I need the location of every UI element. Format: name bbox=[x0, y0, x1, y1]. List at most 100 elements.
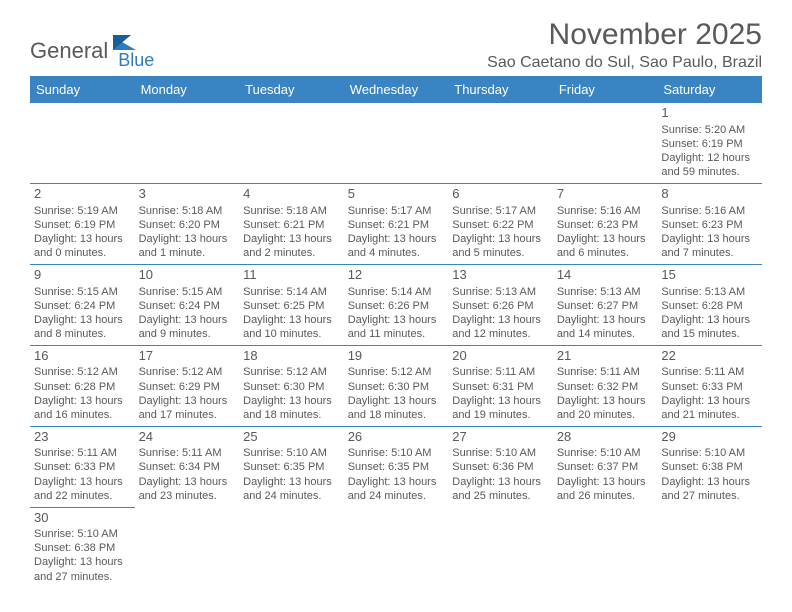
calendar-cell: 29Sunrise: 5:10 AMSunset: 6:38 PMDayligh… bbox=[657, 426, 762, 507]
calendar-cell: 28Sunrise: 5:10 AMSunset: 6:37 PMDayligh… bbox=[553, 426, 658, 507]
calendar-cell: 25Sunrise: 5:10 AMSunset: 6:35 PMDayligh… bbox=[239, 426, 344, 507]
day-number: 13 bbox=[452, 267, 549, 284]
daylight-text: and 25 minutes. bbox=[452, 489, 549, 503]
sunset-text: Sunset: 6:19 PM bbox=[661, 137, 758, 151]
daylight-text: and 0 minutes. bbox=[34, 246, 131, 260]
calendar-row: 23Sunrise: 5:11 AMSunset: 6:33 PMDayligh… bbox=[30, 426, 762, 507]
calendar-row: 2Sunrise: 5:19 AMSunset: 6:19 PMDaylight… bbox=[30, 183, 762, 264]
calendar-cell: 4Sunrise: 5:18 AMSunset: 6:21 PMDaylight… bbox=[239, 183, 344, 264]
location-text: Sao Caetano do Sul, Sao Paulo, Brazil bbox=[487, 54, 762, 72]
calendar-cell: 5Sunrise: 5:17 AMSunset: 6:21 PMDaylight… bbox=[344, 183, 449, 264]
sunrise-text: Sunrise: 5:15 AM bbox=[139, 285, 236, 299]
calendar-cell bbox=[553, 103, 658, 183]
daylight-text: and 8 minutes. bbox=[34, 327, 131, 341]
daylight-text: and 4 minutes. bbox=[348, 246, 445, 260]
day-header: Thursday bbox=[448, 76, 553, 103]
title-block: November 2025 Sao Caetano do Sul, Sao Pa… bbox=[487, 18, 762, 72]
sunrise-text: Sunrise: 5:13 AM bbox=[661, 285, 758, 299]
calendar-cell: 16Sunrise: 5:12 AMSunset: 6:28 PMDayligh… bbox=[30, 345, 135, 426]
daylight-text: and 7 minutes. bbox=[661, 246, 758, 260]
daylight-text: Daylight: 13 hours bbox=[139, 475, 236, 489]
sunset-text: Sunset: 6:22 PM bbox=[452, 218, 549, 232]
calendar-cell: 9Sunrise: 5:15 AMSunset: 6:24 PMDaylight… bbox=[30, 264, 135, 345]
sunset-text: Sunset: 6:27 PM bbox=[557, 299, 654, 313]
sunrise-text: Sunrise: 5:10 AM bbox=[661, 446, 758, 460]
sunrise-text: Sunrise: 5:12 AM bbox=[243, 365, 340, 379]
day-header: Tuesday bbox=[239, 76, 344, 103]
calendar-cell: 10Sunrise: 5:15 AMSunset: 6:24 PMDayligh… bbox=[135, 264, 240, 345]
daylight-text: and 19 minutes. bbox=[452, 408, 549, 422]
sunset-text: Sunset: 6:19 PM bbox=[34, 218, 131, 232]
daylight-text: Daylight: 13 hours bbox=[139, 232, 236, 246]
daylight-text: and 20 minutes. bbox=[557, 408, 654, 422]
daylight-text: Daylight: 13 hours bbox=[452, 313, 549, 327]
sunset-text: Sunset: 6:35 PM bbox=[243, 460, 340, 474]
day-number: 15 bbox=[661, 267, 758, 284]
calendar-cell bbox=[30, 103, 135, 183]
logo-text-general: General bbox=[30, 38, 108, 64]
day-header: Wednesday bbox=[344, 76, 449, 103]
day-number: 7 bbox=[557, 186, 654, 203]
day-number: 11 bbox=[243, 267, 340, 284]
calendar-cell: 7Sunrise: 5:16 AMSunset: 6:23 PMDaylight… bbox=[553, 183, 658, 264]
daylight-text: Daylight: 13 hours bbox=[557, 394, 654, 408]
day-header: Saturday bbox=[657, 76, 762, 103]
calendar-cell: 3Sunrise: 5:18 AMSunset: 6:20 PMDaylight… bbox=[135, 183, 240, 264]
calendar-cell bbox=[239, 507, 344, 587]
page-title: November 2025 bbox=[487, 18, 762, 52]
calendar-cell: 22Sunrise: 5:11 AMSunset: 6:33 PMDayligh… bbox=[657, 345, 762, 426]
sunrise-text: Sunrise: 5:11 AM bbox=[34, 446, 131, 460]
calendar-row: 9Sunrise: 5:15 AMSunset: 6:24 PMDaylight… bbox=[30, 264, 762, 345]
calendar-body: 1Sunrise: 5:20 AMSunset: 6:19 PMDaylight… bbox=[30, 103, 762, 588]
calendar-cell: 11Sunrise: 5:14 AMSunset: 6:25 PMDayligh… bbox=[239, 264, 344, 345]
daylight-text: and 59 minutes. bbox=[661, 165, 758, 179]
daylight-text: and 27 minutes. bbox=[661, 489, 758, 503]
calendar-table: SundayMondayTuesdayWednesdayThursdayFrid… bbox=[30, 76, 762, 588]
daylight-text: Daylight: 13 hours bbox=[34, 394, 131, 408]
daylight-text: and 18 minutes. bbox=[243, 408, 340, 422]
sunset-text: Sunset: 6:25 PM bbox=[243, 299, 340, 313]
calendar-cell: 23Sunrise: 5:11 AMSunset: 6:33 PMDayligh… bbox=[30, 426, 135, 507]
calendar-cell bbox=[344, 103, 449, 183]
sunset-text: Sunset: 6:23 PM bbox=[557, 218, 654, 232]
sunrise-text: Sunrise: 5:18 AM bbox=[139, 204, 236, 218]
daylight-text: and 15 minutes. bbox=[661, 327, 758, 341]
sunrise-text: Sunrise: 5:11 AM bbox=[452, 365, 549, 379]
sunrise-text: Sunrise: 5:10 AM bbox=[557, 446, 654, 460]
day-number: 10 bbox=[139, 267, 236, 284]
daylight-text: and 5 minutes. bbox=[452, 246, 549, 260]
day-header: Monday bbox=[135, 76, 240, 103]
daylight-text: and 18 minutes. bbox=[348, 408, 445, 422]
calendar-row: 16Sunrise: 5:12 AMSunset: 6:28 PMDayligh… bbox=[30, 345, 762, 426]
daylight-text: Daylight: 13 hours bbox=[34, 313, 131, 327]
day-number: 3 bbox=[139, 186, 236, 203]
daylight-text: Daylight: 13 hours bbox=[557, 475, 654, 489]
sunrise-text: Sunrise: 5:20 AM bbox=[661, 123, 758, 137]
sunrise-text: Sunrise: 5:10 AM bbox=[452, 446, 549, 460]
daylight-text: and 27 minutes. bbox=[34, 570, 131, 584]
daylight-text: and 26 minutes. bbox=[557, 489, 654, 503]
calendar-cell: 26Sunrise: 5:10 AMSunset: 6:35 PMDayligh… bbox=[344, 426, 449, 507]
daylight-text: and 11 minutes. bbox=[348, 327, 445, 341]
daylight-text: Daylight: 13 hours bbox=[348, 475, 445, 489]
daylight-text: Daylight: 12 hours bbox=[661, 151, 758, 165]
calendar-cell bbox=[553, 507, 658, 587]
day-number: 4 bbox=[243, 186, 340, 203]
daylight-text: Daylight: 13 hours bbox=[661, 394, 758, 408]
day-number: 21 bbox=[557, 348, 654, 365]
calendar-cell bbox=[657, 507, 762, 587]
calendar-cell bbox=[135, 103, 240, 183]
sunset-text: Sunset: 6:32 PM bbox=[557, 380, 654, 394]
daylight-text: and 10 minutes. bbox=[243, 327, 340, 341]
sunset-text: Sunset: 6:35 PM bbox=[348, 460, 445, 474]
day-number: 16 bbox=[34, 348, 131, 365]
daylight-text: Daylight: 13 hours bbox=[34, 555, 131, 569]
day-number: 6 bbox=[452, 186, 549, 203]
logo-text-blue: Blue bbox=[118, 50, 154, 71]
sunrise-text: Sunrise: 5:12 AM bbox=[34, 365, 131, 379]
calendar-cell: 2Sunrise: 5:19 AMSunset: 6:19 PMDaylight… bbox=[30, 183, 135, 264]
sunset-text: Sunset: 6:28 PM bbox=[661, 299, 758, 313]
daylight-text: and 17 minutes. bbox=[139, 408, 236, 422]
sunrise-text: Sunrise: 5:17 AM bbox=[452, 204, 549, 218]
sunset-text: Sunset: 6:36 PM bbox=[452, 460, 549, 474]
